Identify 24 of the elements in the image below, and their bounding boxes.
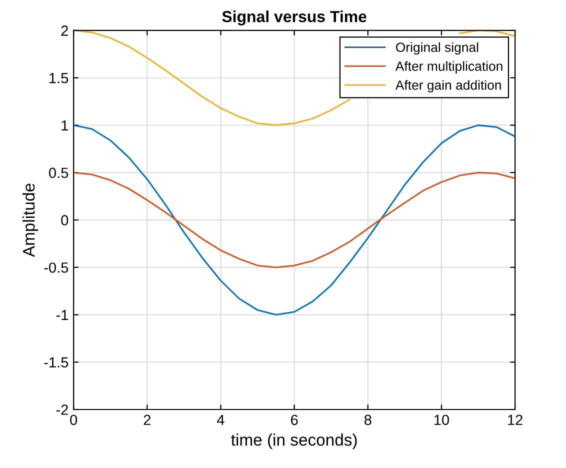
y-tick-label: 1.5 bbox=[50, 73, 68, 84]
y-tick-label: -2 bbox=[56, 404, 68, 415]
x-tick-label: 2 bbox=[144, 414, 150, 425]
x-tick-label: 4 bbox=[217, 414, 224, 425]
y-tick-label: -1 bbox=[56, 310, 68, 320]
y-tick-label: 1 bbox=[62, 120, 68, 130]
line-series bbox=[74, 172, 516, 268]
legend-label: After multiplication bbox=[395, 61, 502, 74]
chart-title: Signal versus Time bbox=[222, 10, 366, 26]
legend-label: Original signal bbox=[396, 42, 478, 55]
line-series bbox=[74, 124, 516, 316]
y-tick-label: 0.5 bbox=[49, 168, 68, 178]
y-axis-title: Amplitude bbox=[22, 184, 38, 257]
x-tick-label: 8 bbox=[364, 414, 372, 426]
legend-label: After gain addition bbox=[395, 80, 501, 92]
x-tick-label: 12 bbox=[508, 414, 522, 425]
y-tick-label: -1.5 bbox=[44, 357, 68, 368]
y-tick-label: -0.5 bbox=[44, 262, 68, 273]
x-tick-label: 6 bbox=[291, 414, 298, 426]
x-tick-label: 10 bbox=[434, 414, 450, 426]
x-axis-title: time (in seconds) bbox=[231, 434, 357, 450]
y-tick-label: 0 bbox=[61, 215, 68, 226]
x-tick-label: 0 bbox=[70, 414, 78, 426]
y-tick-label: 2 bbox=[61, 26, 68, 36]
